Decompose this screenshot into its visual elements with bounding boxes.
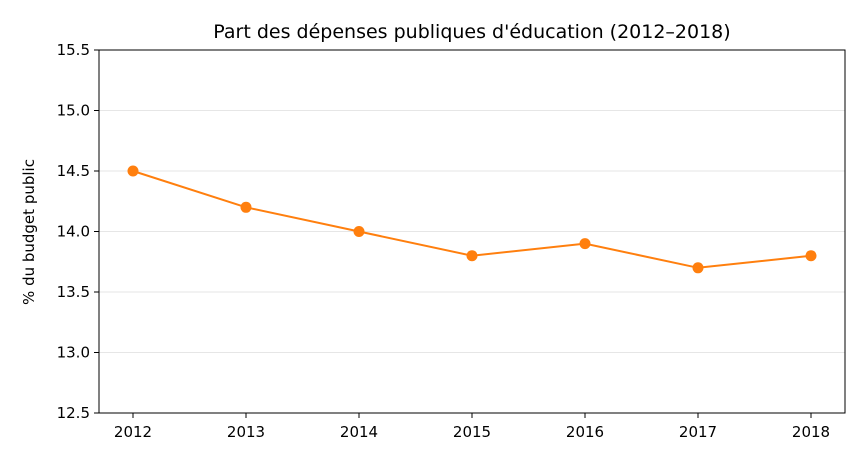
x-tick-label: 2012 <box>114 423 152 441</box>
x-tick-label: 2016 <box>566 423 604 441</box>
y-tick-label: 12.5 <box>57 404 90 422</box>
y-axis-label: % du budget public <box>20 159 38 305</box>
data-point <box>240 201 252 213</box>
data-point <box>692 262 704 274</box>
y-tick-label: 13.5 <box>57 283 90 301</box>
x-tick-label: 2018 <box>792 423 830 441</box>
data-point <box>466 250 478 262</box>
x-tick-label: 2015 <box>453 423 491 441</box>
x-tick-label: 2013 <box>227 423 265 441</box>
x-tick-label: 2014 <box>340 423 378 441</box>
data-point <box>579 238 591 250</box>
y-tick-label: 13.0 <box>57 344 90 362</box>
x-tick-label: 2017 <box>679 423 717 441</box>
data-point <box>353 226 365 237</box>
y-tick-label: 14.5 <box>57 162 90 180</box>
data-point <box>127 165 139 177</box>
y-tick-label: 15.0 <box>57 102 90 120</box>
y-tick-label: 15.5 <box>57 41 90 59</box>
y-tick-label: 14.0 <box>57 223 90 241</box>
chart-title: Part des dépenses publiques d'éducation … <box>213 21 730 43</box>
data-point <box>805 250 817 262</box>
plot-frame <box>98 49 846 414</box>
